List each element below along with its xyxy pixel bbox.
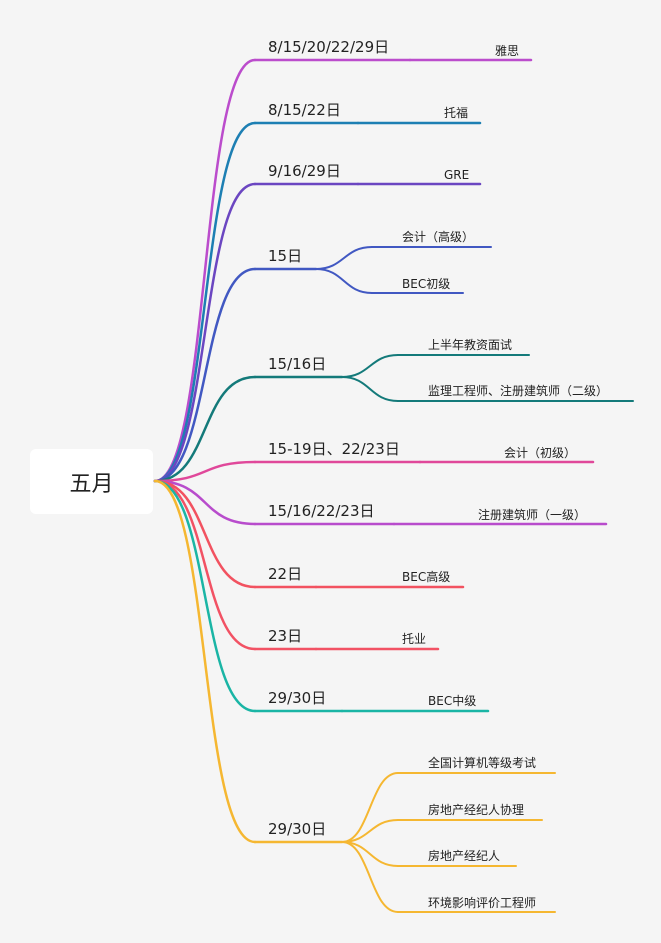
leaf-connector — [341, 841, 399, 913]
root-label: 五月 — [69, 471, 114, 497]
leaf-label[interactable]: BEC中级 — [428, 694, 477, 708]
branch-connector — [153, 460, 257, 483]
branch-connector — [153, 479, 257, 526]
branch-date-label[interactable]: 29/30日 — [268, 820, 327, 838]
leaf-connector — [341, 819, 399, 843]
branch-date-label[interactable]: 23日 — [268, 627, 303, 645]
leaf-label[interactable]: 托福 — [444, 106, 469, 120]
branch-date-label[interactable]: 15日 — [268, 247, 303, 265]
branch-connector — [153, 182, 257, 483]
branch-date-label[interactable]: 9/16/29日 — [268, 162, 341, 180]
branch-connector — [153, 479, 257, 651]
branch-date-label[interactable]: 15-19日、22/23日 — [268, 440, 400, 458]
leaf-label[interactable]: 监理工程师、注册建筑师（二级） — [428, 384, 609, 398]
branch-connector — [153, 375, 257, 483]
branch-connector — [153, 479, 257, 844]
branch-date-label[interactable]: 29/30日 — [268, 689, 327, 707]
leaf-connector — [341, 354, 399, 378]
leaf-label[interactable]: 房地产经纪人协理 — [428, 803, 525, 817]
leaf-connector — [341, 376, 399, 402]
branch-connector — [153, 267, 257, 483]
leaf-connector — [315, 246, 373, 270]
branch-date-label[interactable]: 15/16日 — [268, 355, 327, 373]
leaf-label[interactable]: 雅思 — [495, 44, 520, 58]
leaf-label[interactable]: 全国计算机等级考试 — [428, 756, 537, 770]
leaf-label[interactable]: 会计（高级） — [402, 230, 475, 244]
root-node[interactable]: 五月 — [30, 449, 153, 514]
branch-connector — [153, 479, 257, 589]
leaf-label[interactable]: BEC初级 — [402, 277, 451, 291]
branch-connector — [153, 121, 257, 483]
leaf-label[interactable]: 房地产经纪人 — [428, 849, 501, 863]
branch-date-label[interactable]: 8/15/20/22/29日 — [268, 38, 390, 56]
leaf-label[interactable]: 上半年教资面试 — [428, 338, 513, 352]
leaf-label[interactable]: 注册建筑师（一级） — [478, 508, 587, 522]
leaf-label[interactable]: BEC高级 — [402, 570, 451, 584]
branch-date-label[interactable]: 22日 — [268, 565, 303, 583]
leaf-connector — [341, 772, 399, 843]
branch-date-label[interactable]: 15/16/22/23日 — [268, 502, 375, 520]
leaf-label[interactable]: 会计（初级） — [504, 446, 577, 460]
leaf-connector — [315, 268, 373, 294]
leaf-label[interactable]: 托业 — [402, 632, 427, 646]
branch-connector — [153, 479, 257, 713]
branch-date-label[interactable]: 8/15/22日 — [268, 101, 341, 119]
leaf-label[interactable]: GRE — [444, 168, 470, 182]
branch-connector — [153, 58, 257, 483]
leaf-label[interactable]: 环境影响评价工程师 — [428, 896, 537, 910]
